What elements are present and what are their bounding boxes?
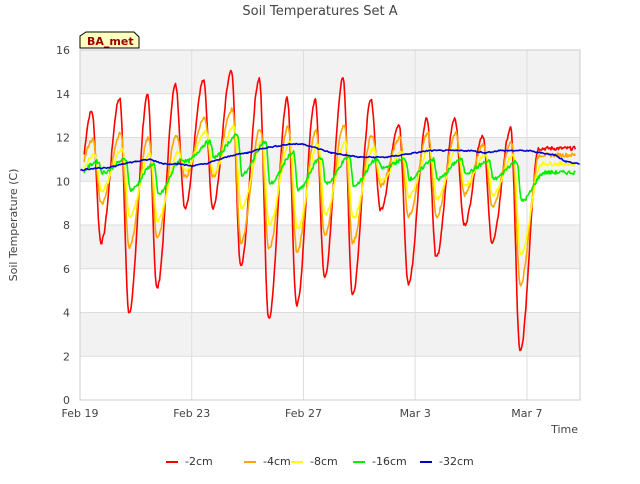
y-tick-label: 6 bbox=[63, 263, 70, 276]
plot-band bbox=[80, 137, 580, 182]
legend-label: -32cm bbox=[439, 455, 474, 468]
x-tick-label: Feb 27 bbox=[285, 407, 322, 420]
y-tick-label: 8 bbox=[63, 219, 70, 232]
annotation-box: BA_met bbox=[79, 31, 140, 49]
axes: 0 2 4 6 8 10 12 14 16 Feb 19 Feb 23 Feb 27 Mar 3 Mar … bbox=[56, 44, 581, 420]
series-layer bbox=[79, 69, 581, 352]
y-axis-label: Soil Temperature (C) bbox=[7, 169, 20, 282]
y-tick-label: 4 bbox=[63, 307, 70, 320]
y-tick-label: 16 bbox=[56, 44, 70, 57]
plot-band bbox=[80, 312, 580, 357]
x-tick-label: Mar 3 bbox=[400, 407, 431, 420]
legend-label: -8cm bbox=[310, 455, 338, 468]
annotation-box-shape bbox=[79, 31, 140, 49]
legend-label: -16cm bbox=[372, 455, 407, 468]
series-line-minus-32cm bbox=[79, 142, 581, 172]
annotation-text: BA_met bbox=[87, 35, 134, 48]
y-tick-label: 2 bbox=[63, 350, 70, 363]
y-tick-label: 14 bbox=[56, 88, 70, 101]
y-tick-label: 12 bbox=[56, 132, 70, 145]
x-tick-label: Feb 19 bbox=[62, 407, 99, 420]
series-line-minus-16cm bbox=[83, 133, 576, 202]
plot-band bbox=[80, 50, 580, 94]
legend-label: -2cm bbox=[185, 455, 213, 468]
chart-title: Soil Temperatures Set A bbox=[242, 4, 397, 19]
x-tick-label: Mar 7 bbox=[511, 407, 542, 420]
legend-label: -4cm bbox=[263, 455, 291, 468]
series-line-minus-8cm bbox=[83, 125, 576, 256]
x-axis-label: Time bbox=[550, 423, 578, 436]
y-tick-label: 10 bbox=[56, 175, 70, 188]
y-tick-label: 0 bbox=[63, 394, 70, 407]
plot-border bbox=[79, 49, 581, 401]
legend: -2cm -4cm -8cm -16cm -32cm bbox=[166, 455, 474, 468]
x-tick-label: Feb 23 bbox=[173, 407, 210, 420]
